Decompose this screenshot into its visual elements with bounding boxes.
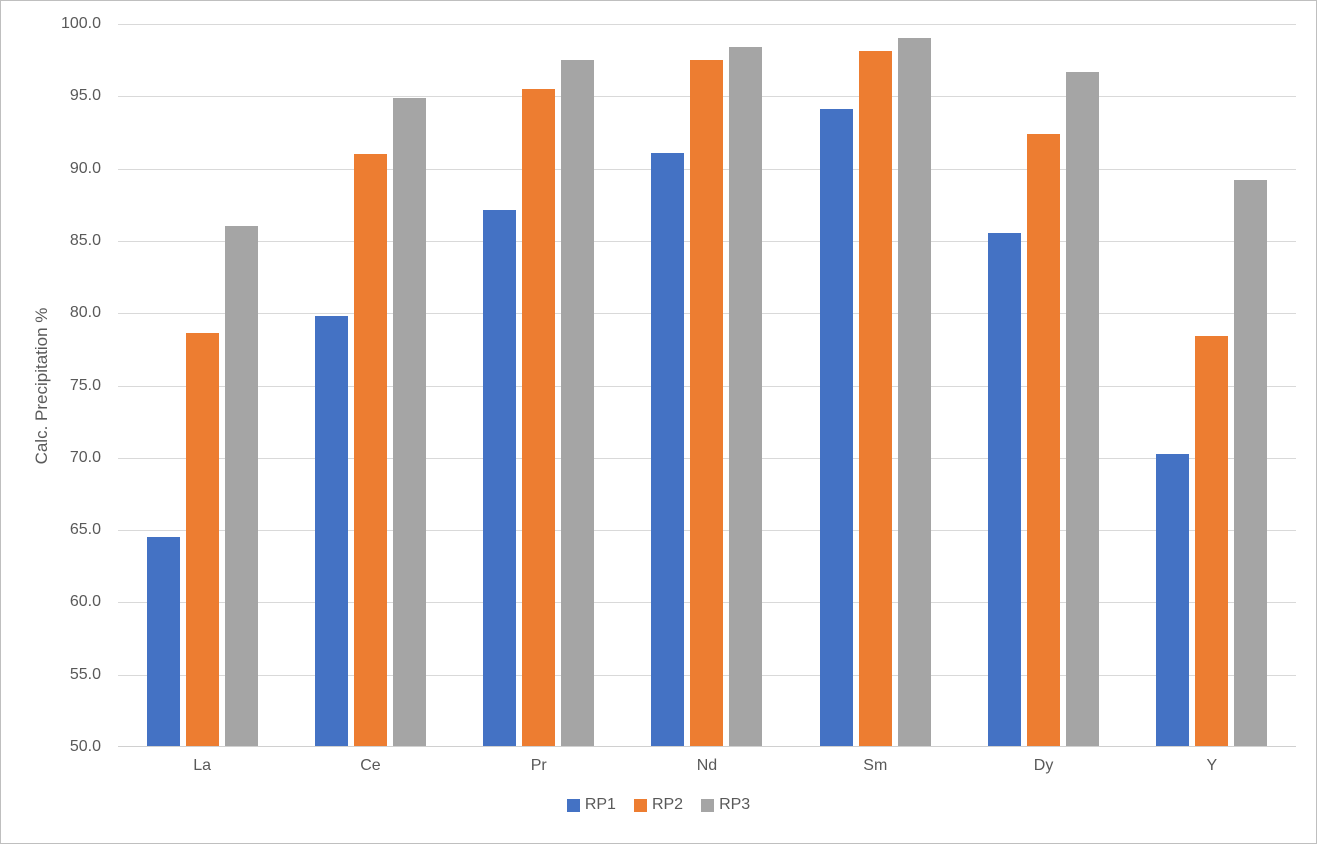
y-tick-label: 60.0 [69,593,101,611]
bar-rp2-la [185,333,219,746]
bar-rp2-sm [858,51,892,746]
category-group-y [1128,24,1296,746]
x-category-label-pr: Pr [530,757,547,774]
x-category-label-la: La [193,757,212,774]
bar-rp3-nd [729,47,763,746]
legend-label-rp1: RP1 [584,796,616,813]
bar-rp2-nd [690,60,724,746]
category-group-pr [455,24,623,746]
bar-rp1-dy [988,233,1022,746]
y-tick-label: 100.0 [60,15,101,32]
bar-rp2-pr [522,88,556,746]
legend-item-rp3: RP3 [701,796,750,814]
bar-rp1-ce [314,315,348,746]
plot-area [118,24,1296,747]
legend: RP1 RP2 RP3 [1,796,1316,814]
x-category-label-nd: Nd [696,757,718,774]
y-tick-label: 80.0 [69,304,101,322]
legend-item-rp1: RP1 [566,796,616,814]
bar-rp1-y [1156,454,1190,746]
x-axis-labels: La Ce Pr Nd Sm Dy Y [118,757,1296,775]
category-group-ce [286,24,454,746]
legend-swatch-rp1 [566,798,580,812]
bar-rp2-ce [353,153,387,746]
x-category-label-sm: Sm [863,757,888,774]
legend-swatch-rp3 [701,798,715,812]
bar-rp3-sm [897,38,931,746]
x-category-label-ce: Ce [360,757,381,774]
bar-rp1-nd [651,152,685,746]
category-group-sm [791,24,959,746]
y-tick-label: 55.0 [69,665,101,683]
bar-rp3-dy [1066,71,1100,746]
y-tick-label: 85.0 [69,231,101,249]
legend-item-rp2: RP2 [633,796,684,814]
category-group-la [118,24,286,746]
y-tick-label: 95.0 [69,87,101,105]
y-tick-label: 65.0 [69,521,101,539]
legend-swatch-rp2 [633,798,647,812]
x-category-label-dy: Dy [1033,757,1054,774]
category-group-dy [959,24,1127,746]
category-group-nd [623,24,791,746]
gridline [118,24,1296,25]
legend-label-rp3: RP3 [719,796,751,813]
bar-rp2-dy [1027,133,1061,746]
legend-label-rp2: RP2 [651,796,684,813]
bar-rp2-y [1195,335,1229,746]
bar-rp3-la [224,226,258,746]
bar-rp3-ce [392,97,426,746]
bar-rp1-sm [819,109,853,746]
bar-rp1-pr [483,210,517,746]
x-category-label-y: Y [1206,757,1218,774]
y-tick-label: 90.0 [69,159,101,177]
y-tick-label: 70.0 [69,448,101,466]
y-tick-label: 50.0 [69,738,101,755]
bar-rp3-y [1234,179,1268,746]
bar-rp1-la [146,536,180,746]
y-tick-label: 75.0 [69,376,101,394]
bar-groups [118,24,1296,746]
bar-rp3-pr [561,60,595,746]
